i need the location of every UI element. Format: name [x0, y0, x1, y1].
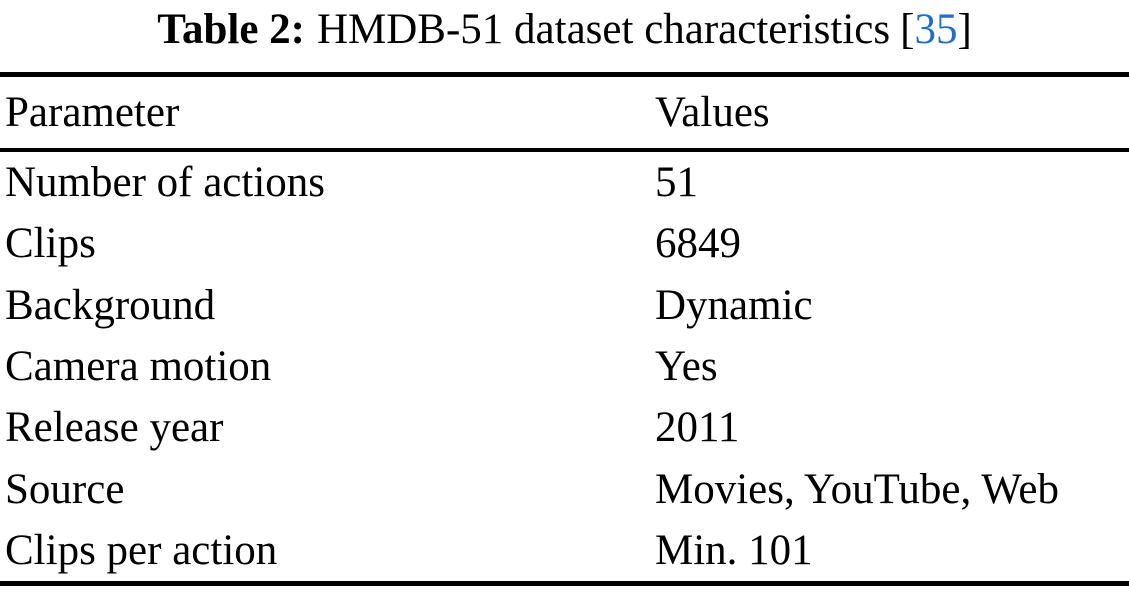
- caption-label: Table 2:: [157, 6, 305, 53]
- table-caption: Table 2: HMDB-51 dataset characteristics[…: [0, 4, 1129, 72]
- row-parameter: Background: [5, 281, 216, 329]
- row-parameter: Clips per action: [5, 526, 278, 574]
- table-header-row: Parameter Values: [0, 77, 1129, 148]
- table-row: Background Dynamic: [0, 275, 1129, 336]
- row-value: 51: [655, 159, 698, 207]
- citation-bracket-open: [: [900, 6, 915, 53]
- table-top-rule: [0, 72, 1129, 77]
- row-parameter: Number of actions: [5, 159, 326, 207]
- table-row: Clips per action Min. 101: [0, 520, 1129, 581]
- citation-link[interactable]: 35: [914, 6, 958, 53]
- data-table: Parameter Values Number of actions 51 Cl…: [0, 72, 1129, 587]
- row-value: 6849: [655, 220, 741, 268]
- table-row: Number of actions 51: [0, 152, 1129, 213]
- row-parameter: Camera motion: [5, 343, 272, 391]
- column-header-parameter: Parameter: [5, 89, 180, 136]
- table-body: Number of actions 51 Clips 6849 Backgrou…: [0, 152, 1129, 581]
- citation-bracket-close: ]: [957, 6, 972, 53]
- row-parameter: Release year: [5, 404, 224, 452]
- row-value: 2011: [655, 404, 740, 452]
- row-value: Dynamic: [655, 281, 813, 329]
- row-value: Movies, YouTube, Web: [655, 465, 1059, 513]
- table-row: Clips 6849: [0, 213, 1129, 274]
- caption-title: HMDB-51 dataset characteristics: [316, 6, 891, 53]
- table-row: Camera motion Yes: [0, 336, 1129, 397]
- table-mid-rule: [0, 148, 1129, 152]
- column-header-values: Values: [655, 89, 770, 136]
- row-value: Min. 101: [655, 526, 813, 574]
- row-value: Yes: [655, 343, 718, 391]
- table-row: Source Movies, YouTube, Web: [0, 458, 1129, 519]
- table-bottom-rule: [0, 581, 1129, 587]
- table-row: Release year 2011: [0, 397, 1129, 458]
- row-parameter: Clips: [5, 220, 96, 268]
- row-parameter: Source: [5, 465, 125, 513]
